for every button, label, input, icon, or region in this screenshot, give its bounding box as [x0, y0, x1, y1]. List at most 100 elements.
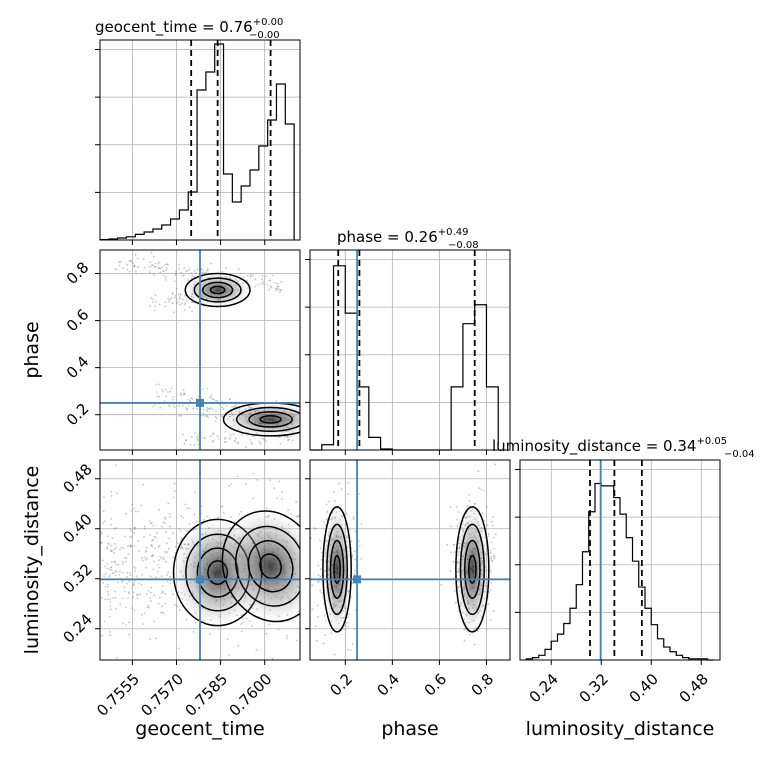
panel-phase-vs-geocent-time-point-16	[192, 301, 194, 304]
panel-phase-vs-geocent-time-point-313	[287, 439, 289, 442]
panel-luminosity-distance-vs-geocent-time-point-694	[103, 496, 105, 499]
panel-luminosity-distance-vs-phase-point-101	[315, 639, 318, 642]
panel-luminosity-distance-vs-phase-point-116	[352, 518, 355, 521]
panel-phase-vs-geocent-time-point-59	[288, 438, 291, 441]
panel-luminosity-distance-vs-geocent-time-point-189	[127, 553, 130, 556]
panel-luminosity-distance-vs-geocent-time-point-39	[245, 483, 247, 486]
panel-phase-vs-geocent-time-point-255	[194, 272, 197, 274]
panel-luminosity-distance-vs-phase-left-contour-3	[333, 554, 341, 584]
panel-luminosity-distance-vs-geocent-time-point-352	[158, 508, 160, 511]
panel-luminosity-distance-vs-geocent-time-point-157	[110, 550, 113, 553]
panel-luminosity-distance-vs-geocent-time-point-229	[104, 598, 107, 601]
panel-luminosity-distance-vs-geocent-time-point-36	[130, 607, 133, 609]
panel-phase-vs-geocent-time-point-356	[260, 282, 262, 285]
panel-phase-vs-geocent-time-point-28	[193, 443, 196, 446]
panel-luminosity-distance-vs-geocent-time-point-508	[152, 554, 155, 557]
panel-phase-vs-geocent-time-point-95	[192, 407, 195, 410]
panel-luminosity-distance-vs-phase-point-418	[319, 568, 322, 571]
panel-phase-vs-geocent-time-lower-density	[223, 402, 300, 436]
panel-luminosity-distance-vs-geocent-time-point-359	[150, 544, 152, 547]
panel-phase-vs-geocent-time-point-142	[148, 271, 151, 274]
panel-phase-vs-geocent-time-point-229	[270, 286, 273, 289]
panel-luminosity-distance-vs-phase-point-579	[314, 527, 317, 530]
panel-luminosity-distance-vs-geocent-time-point-251	[117, 563, 120, 566]
panel-luminosity-distance-vs-geocent-time-point-501	[115, 607, 117, 610]
panel-luminosity-distance-vs-geocent-time-point-254	[245, 617, 248, 620]
panel-luminosity-distance-vs-phase-point-289	[319, 575, 322, 578]
panel-luminosity-distance-vs-geocent-time-point-422	[178, 527, 180, 530]
panel-phase-vs-geocent-time-point-268	[187, 398, 190, 401]
panel-phase-vs-geocent-time-point-435	[263, 436, 266, 438]
panel-luminosity-distance-vs-geocent-time-point-571	[117, 581, 120, 584]
panel-phase-vs-geocent-time-point-318	[275, 287, 278, 290]
ytick-label-phase-2: 0.6	[63, 305, 93, 335]
panel-luminosity-distance-vs-phase-point-144	[317, 579, 320, 582]
panel-luminosity-distance-vs-phase-right-contour-1	[459, 523, 485, 616]
panel-luminosity-distance-vs-geocent-time-point-70	[136, 597, 139, 599]
panel-luminosity-distance-vs-geocent-time-point-459	[106, 585, 109, 588]
panel-luminosity-distance-vs-geocent-time-point-407	[165, 531, 168, 534]
panel-phase-vs-geocent-time-point-445	[202, 269, 205, 272]
panel-phase-vs-geocent-time-point-243	[262, 283, 264, 285]
panel-luminosity-distance-vs-geocent-time-point-378	[168, 525, 171, 528]
panel-luminosity-distance-vs-geocent-time-point-377	[143, 612, 146, 614]
panel-luminosity-distance-vs-geocent-time-point-167	[145, 546, 148, 549]
panel-phase-vs-geocent-time-point-276	[184, 301, 187, 304]
panel-luminosity-distance-vs-geocent-time-point-195	[129, 545, 132, 548]
panel-luminosity-distance-vs-phase-point-240	[358, 545, 361, 547]
panel-luminosity-distance-vs-geocent-time-point-554	[121, 622, 124, 625]
panel-luminosity-distance-vs-geocent-time-point-121	[185, 619, 188, 621]
panel-phase-vs-geocent-time-point-374	[268, 279, 271, 282]
panel-luminosity-distance-vs-geocent-time-point-204	[155, 576, 157, 579]
panel-phase-vs-geocent-time-point-501	[216, 399, 219, 402]
panel-phase-vs-geocent-time-point-515	[178, 263, 180, 266]
panel-phase-vs-geocent-time-point-372	[261, 278, 264, 281]
panel-luminosity-distance-vs-geocent-time-point-358	[155, 637, 157, 640]
panel-phase-vs-geocent-time-point-302	[276, 285, 279, 288]
panel-luminosity-distance-vs-geocent-time-point-68	[126, 571, 129, 574]
panel-luminosity-distance-vs-geocent-time-point-212	[166, 580, 169, 583]
panel-luminosity-distance-vs-geocent-time-point-423	[109, 549, 112, 552]
panel-luminosity-distance-vs-geocent-time-point-295	[149, 534, 151, 537]
panel-luminosity-distance-vs-phase-point-267	[454, 589, 457, 592]
panel-luminosity-distance-vs-geocent-time-point-349	[142, 623, 144, 626]
panel-phase-vs-geocent-time-point-108	[189, 306, 191, 308]
panel-luminosity-distance-vs-geocent-time-point-183	[110, 544, 113, 547]
panel-luminosity-distance-vs-phase-point-211	[347, 616, 350, 619]
panel-luminosity-distance-vs-geocent-time-point-11	[163, 521, 166, 524]
panel-luminosity-distance-vs-phase-point-383	[446, 543, 448, 546]
ytick-label-phase-1: 0.4	[63, 352, 93, 382]
xlabel-geocent-time: geocent_time	[135, 718, 264, 740]
panel-phase-vs-geocent-time-point-139	[189, 400, 192, 402]
panel-luminosity-distance-vs-geocent-time-point-9	[150, 600, 152, 603]
panel-luminosity-distance-vs-geocent-time-point-439	[238, 513, 241, 516]
panel-phase-vs-geocent-time-point-423	[126, 268, 129, 271]
panel-luminosity-distance-vs-phase-point-195	[357, 540, 360, 543]
panel-phase-vs-geocent-time-point-223	[126, 263, 129, 266]
panel-luminosity-distance-vs-geocent-time-point-570	[172, 532, 175, 535]
panel-luminosity-distance-vs-phase-point-270	[450, 551, 452, 554]
panel-luminosity-distance-vs-phase-point-296	[345, 512, 348, 515]
panel-luminosity-distance-vs-phase-point-212	[324, 619, 327, 622]
panel-luminosity-distance-vs-geocent-time-point-76	[173, 496, 175, 499]
panel-luminosity-distance-vs-phase-point-230	[481, 512, 484, 515]
panel-luminosity-distance-vs-geocent-time-point-625	[140, 583, 143, 586]
panel-luminosity-distance-vs-phase-point-292	[455, 505, 458, 508]
panel-luminosity-distance-vs-geocent-time-point-613	[130, 529, 132, 532]
panel-phase-vs-geocent-time-point-160	[164, 276, 167, 279]
panel-luminosity-distance-vs-geocent-time-point-578	[149, 520, 151, 523]
panel-luminosity-distance-vs-geocent-time-point-499	[118, 574, 121, 576]
panel-phase-vs-geocent-time-point-134	[188, 268, 191, 271]
panel-phase-vs-geocent-time-point-48	[262, 281, 265, 283]
panel-phase-vs-geocent-time-point-417	[286, 435, 289, 438]
panel-phase-vs-geocent-time-point-129	[210, 396, 213, 399]
histogram-geocent_time	[99, 43, 295, 241]
panel-phase-vs-geocent-time-point-263	[173, 296, 176, 299]
panel-luminosity-distance-vs-phase-point-340	[458, 522, 461, 524]
panel-luminosity-distance-vs-phase-point-256	[333, 491, 336, 493]
panel-phase-vs-geocent-time-point-9	[208, 407, 211, 410]
panel-luminosity-distance-vs-phase-point-56	[491, 559, 494, 562]
panel-phase-vs-geocent-time-point-490	[283, 435, 286, 438]
ytick-label-luminosity_distance-1: 0.32	[59, 560, 95, 596]
panel-luminosity-distance-vs-geocent-time-point-408	[143, 525, 146, 528]
